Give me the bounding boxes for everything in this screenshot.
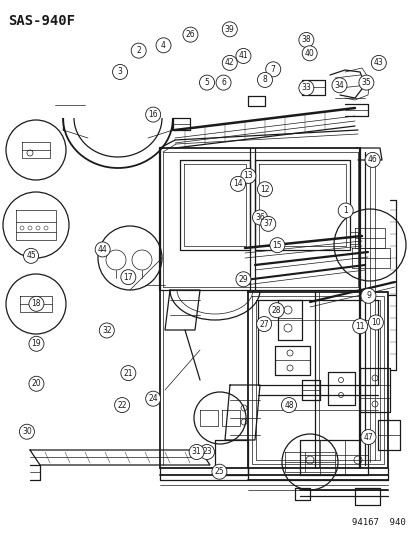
Circle shape	[235, 272, 250, 287]
Circle shape	[145, 391, 160, 406]
Text: 41: 41	[238, 52, 248, 60]
Circle shape	[199, 75, 214, 90]
Circle shape	[222, 22, 237, 37]
Circle shape	[268, 303, 283, 318]
Text: 12: 12	[260, 185, 269, 193]
Text: 26: 26	[185, 30, 195, 39]
Circle shape	[257, 182, 272, 197]
Text: 15: 15	[272, 241, 282, 249]
Circle shape	[281, 398, 296, 413]
Text: 33: 33	[301, 84, 311, 92]
Text: 16: 16	[148, 110, 158, 119]
Circle shape	[331, 78, 346, 93]
Circle shape	[99, 323, 114, 338]
Text: 35: 35	[361, 78, 370, 87]
Text: 9: 9	[365, 292, 370, 300]
Circle shape	[121, 366, 135, 381]
Text: 94167  940: 94167 940	[351, 518, 405, 527]
Circle shape	[121, 270, 135, 285]
Circle shape	[19, 424, 34, 439]
Circle shape	[235, 49, 250, 63]
Text: 4: 4	[161, 41, 166, 50]
Text: 22: 22	[117, 401, 126, 409]
Text: 29: 29	[238, 275, 248, 284]
Text: 28: 28	[271, 306, 280, 314]
Text: 1: 1	[342, 206, 347, 215]
Circle shape	[230, 176, 245, 191]
Circle shape	[222, 55, 237, 70]
Text: 11: 11	[355, 322, 364, 330]
Circle shape	[216, 75, 230, 90]
Circle shape	[360, 288, 375, 303]
Text: 48: 48	[283, 401, 293, 409]
Text: 30: 30	[22, 427, 32, 436]
Circle shape	[298, 33, 313, 47]
Circle shape	[360, 430, 375, 445]
Text: 7: 7	[270, 65, 275, 74]
Text: 10: 10	[370, 318, 380, 327]
Text: 20: 20	[31, 379, 41, 388]
Text: 18: 18	[32, 300, 41, 308]
Text: 3: 3	[117, 68, 122, 76]
Circle shape	[156, 38, 171, 53]
Text: 43: 43	[373, 59, 383, 67]
Circle shape	[260, 216, 275, 231]
Text: 36: 36	[254, 213, 264, 222]
Text: 24: 24	[148, 394, 158, 403]
Text: 47: 47	[363, 433, 373, 441]
Text: 21: 21	[123, 369, 133, 377]
Text: 6: 6	[221, 78, 225, 87]
Text: 40: 40	[304, 49, 314, 58]
Circle shape	[145, 107, 160, 122]
Circle shape	[183, 27, 197, 42]
Text: 37: 37	[263, 220, 273, 228]
Text: 8: 8	[262, 76, 267, 84]
Circle shape	[29, 376, 44, 391]
Text: SAS-940F: SAS-940F	[8, 14, 75, 28]
Text: 2: 2	[136, 46, 141, 55]
Text: 38: 38	[301, 36, 311, 44]
Circle shape	[364, 152, 379, 167]
Circle shape	[368, 315, 382, 330]
Circle shape	[29, 336, 44, 351]
Text: 27: 27	[259, 320, 268, 328]
Text: 5: 5	[204, 78, 209, 87]
Circle shape	[370, 55, 385, 70]
Circle shape	[114, 398, 129, 413]
Text: 13: 13	[243, 172, 253, 180]
Circle shape	[269, 238, 284, 253]
Circle shape	[131, 43, 146, 58]
Circle shape	[257, 72, 272, 87]
Circle shape	[211, 464, 226, 479]
Text: 14: 14	[233, 180, 242, 188]
Text: 31: 31	[191, 448, 201, 456]
Circle shape	[252, 210, 267, 225]
Text: 23: 23	[202, 448, 211, 456]
Text: 19: 19	[31, 340, 41, 348]
Text: 34: 34	[334, 81, 344, 90]
Circle shape	[112, 64, 127, 79]
Text: 17: 17	[123, 273, 133, 281]
Circle shape	[256, 317, 271, 332]
Circle shape	[298, 80, 313, 95]
Text: 44: 44	[97, 245, 107, 254]
Circle shape	[265, 62, 280, 77]
Circle shape	[352, 319, 367, 334]
Text: 45: 45	[26, 252, 36, 260]
Circle shape	[199, 445, 214, 459]
Text: 39: 39	[224, 25, 234, 34]
Circle shape	[24, 248, 38, 263]
Text: 32: 32	[102, 326, 112, 335]
Text: 25: 25	[214, 467, 224, 476]
Text: 42: 42	[224, 59, 234, 67]
Circle shape	[240, 168, 255, 183]
Circle shape	[358, 75, 373, 90]
Circle shape	[95, 242, 110, 257]
Circle shape	[29, 296, 44, 311]
Text: 46: 46	[367, 156, 377, 164]
Circle shape	[337, 203, 352, 218]
Circle shape	[189, 445, 204, 459]
Circle shape	[301, 46, 316, 61]
